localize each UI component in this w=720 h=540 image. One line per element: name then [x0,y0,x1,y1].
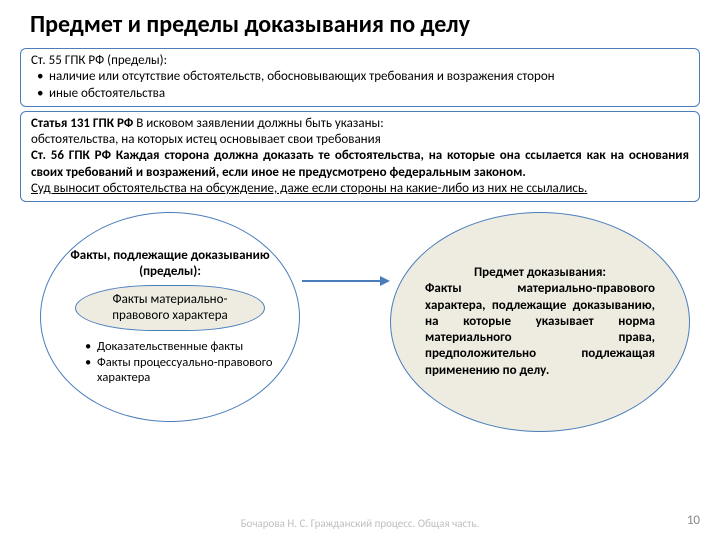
oval-limits: Факты, подлежащие доказыванию (пределы):… [40,212,300,422]
ovals-container: Факты, подлежащие доказыванию (пределы):… [0,212,720,447]
page-number: 10 [687,513,700,528]
oval-left-sublist: Доказательственные факты Факты процессуа… [67,339,273,386]
arrow-icon [302,280,388,282]
box2-line1: Статья 131 ГПК РФ В исковом заявлении до… [31,116,689,132]
inner-oval-material-facts: Факты материально-правового характера [75,285,265,332]
box-article-55: Ст. 55 ГПК РФ (пределы): наличие или отс… [20,48,700,107]
oval-right-heading: Предмет доказывания: [425,265,655,281]
sub-bullet-2: Факты процессуально-правового характера [67,355,273,386]
box1-bullet-1: наличие или отсутствие обстоятельств, об… [31,69,689,85]
slide-title: Предмет и пределы доказывания по делу [0,0,720,44]
box-article-131-56: Статья 131 ГПК РФ В исковом заявлении до… [20,111,700,202]
box1-heading: Ст. 55 ГПК РФ (пределы): [31,53,689,69]
box2-line4: Суд выносит обстоятельства на обсуждение… [31,181,689,197]
box1-bullet-2: иные обстоятельства [31,86,689,102]
box2-line3: Ст. 56 ГПК РФ Каждая сторона должна дока… [31,148,689,181]
sub-bullet-1: Доказательственные факты [67,339,273,355]
oval-subject: Предмет доказывания: Факты материально-п… [390,212,690,432]
oval-left-heading: Факты, подлежащие доказыванию (пределы): [67,248,273,281]
box2-line2: обстоятельства, на которых истец основыв… [31,132,689,148]
oval-right-body: Факты материально-правового характера, п… [425,281,655,379]
footer-author: Бочарова Н. С. Гражданский процесс. Обща… [0,517,720,530]
